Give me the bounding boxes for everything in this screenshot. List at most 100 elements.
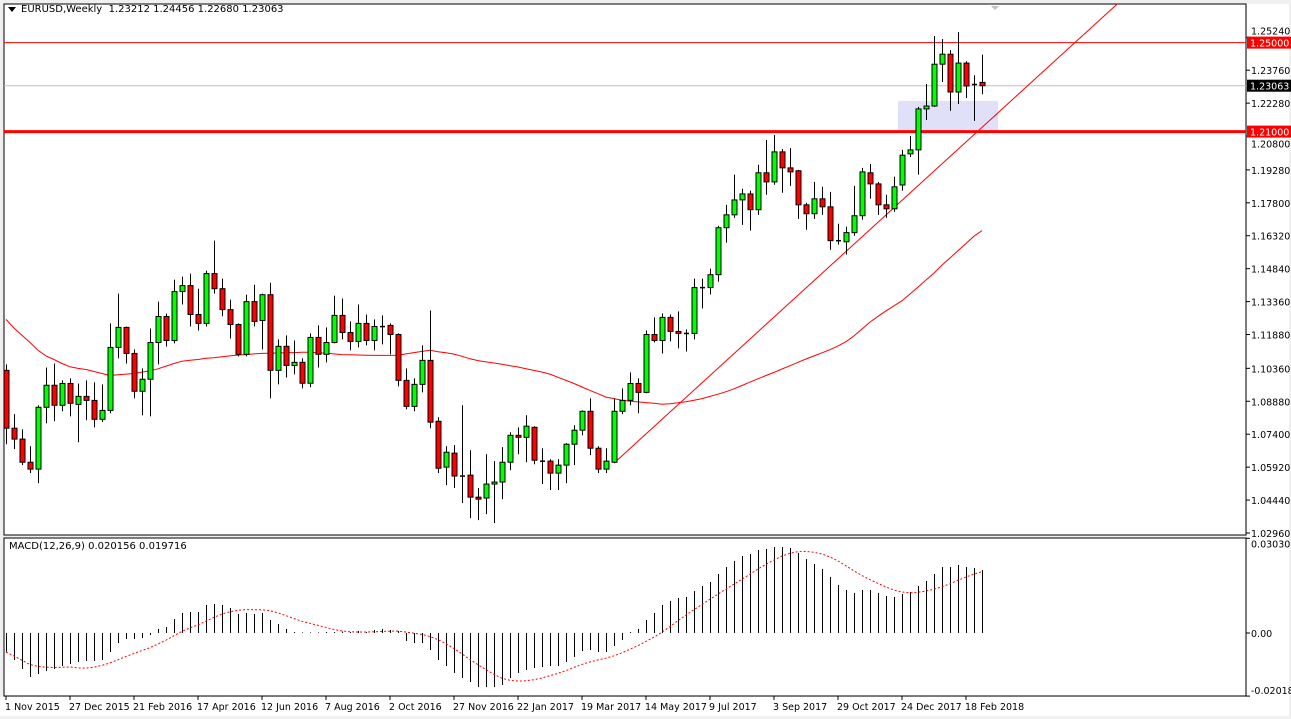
candle [859, 167, 866, 220]
candle-body-bull [59, 382, 66, 406]
candle-body-bull [619, 399, 626, 412]
candle [707, 268, 714, 295]
candle [972, 75, 977, 121]
time-tick-label: 27 Dec 2015 [69, 702, 130, 713]
candle [843, 226, 850, 255]
price-axis [1247, 4, 1289, 698]
candle [243, 294, 250, 357]
level-tag: 1.25000 [1250, 39, 1289, 50]
price-tick-label: 1.05920 [1251, 463, 1290, 474]
time-tick-label: 27 Nov 2016 [453, 702, 514, 713]
candle-body-bull [923, 105, 930, 110]
candle-body-bear [211, 273, 218, 290]
macd-tick-label: 0.030308 [1251, 539, 1291, 550]
shift-marker-icon [991, 6, 999, 10]
candle [267, 282, 274, 399]
candle [227, 299, 234, 339]
candle [27, 446, 34, 474]
candle-body-bull [859, 171, 866, 217]
candle-body-bear [91, 399, 98, 420]
time-tick-label: 14 May 2017 [645, 702, 707, 713]
candle-body-bull [43, 384, 50, 408]
candle-body-bull [707, 274, 714, 289]
candle-body-bear [475, 496, 482, 500]
candle [883, 194, 890, 218]
macd-tick-label: -0.020187 [1251, 686, 1291, 697]
candle-body-bear [635, 382, 642, 393]
candle [403, 368, 410, 410]
candle-body-bull [955, 62, 962, 93]
candle [587, 398, 594, 456]
candle [899, 149, 906, 191]
candle-body-bull [939, 53, 946, 65]
candle-body-bull [907, 149, 914, 155]
dropdown-triangle-icon[interactable] [8, 6, 16, 12]
candle [627, 372, 634, 406]
time-tick-label: 21 Feb 2016 [133, 702, 192, 713]
candle-body-bear [123, 326, 130, 354]
support-zone [898, 100, 998, 132]
candle [811, 181, 818, 219]
time-tick-label: 18 Feb 2018 [965, 702, 1024, 713]
candle-body-bull [291, 361, 298, 366]
candle [515, 427, 522, 455]
candle-body-bull [507, 434, 514, 463]
candle-body-bear [299, 361, 306, 384]
candle [579, 410, 586, 436]
candle [787, 148, 794, 186]
candle-body-bull [571, 429, 578, 445]
candle [419, 345, 426, 393]
candle [547, 459, 554, 491]
macd-tick-label: 0.00 [1251, 629, 1272, 640]
candle-body-bear [395, 334, 402, 381]
candle-body-bear [819, 198, 826, 208]
candle-body-bull [147, 342, 154, 380]
candle-body-bear [883, 204, 890, 210]
candle-body-bear [219, 288, 226, 311]
candle-body-bear [131, 352, 138, 392]
candle-body-bear [347, 332, 354, 342]
candle-body-bull [659, 316, 666, 342]
candle [179, 276, 186, 305]
candle-body-bear [435, 420, 442, 469]
candle-body-bull [483, 483, 490, 499]
candle [531, 426, 538, 465]
candle [659, 313, 666, 354]
candle-body-bull [931, 63, 938, 107]
candle-body-bull [331, 314, 338, 344]
candle [155, 301, 162, 365]
candle-body-bear [947, 53, 954, 93]
candle-body-bear [283, 345, 290, 366]
candle-body-bear [867, 172, 874, 185]
candle [211, 240, 218, 294]
price-tick-label: 1.19280 [1251, 166, 1290, 177]
candle [99, 384, 106, 422]
candle [499, 447, 506, 500]
candle [115, 293, 122, 359]
candle [467, 450, 474, 519]
price-tick-label: 1.16320 [1251, 232, 1290, 243]
candle [483, 454, 490, 515]
candle-body-bull [259, 294, 266, 322]
price-plot [4, 4, 1246, 523]
macd-plot [5, 547, 983, 687]
candle-body-bear [187, 285, 194, 316]
candle [315, 325, 322, 368]
candle [339, 298, 346, 340]
time-tick-label: 29 Oct 2017 [837, 702, 896, 713]
candle-body-bear [387, 324, 394, 336]
chart-title: EURUSD,Weekly 1.23212 1.24456 1.22680 1.… [8, 4, 284, 15]
candle-body-bull [627, 382, 634, 401]
level-tag: 1.21000 [1250, 128, 1289, 139]
candle [299, 358, 306, 389]
candle [931, 36, 938, 107]
candle-body-bear [11, 427, 18, 440]
candle-body-bull [179, 285, 186, 293]
candle-body-bull [563, 443, 570, 466]
candle [291, 340, 298, 375]
candle [4, 364, 10, 445]
price-tick-label: 1.07400 [1251, 430, 1290, 441]
candle-body-bear [963, 62, 970, 87]
candle-body-bull [499, 461, 506, 483]
